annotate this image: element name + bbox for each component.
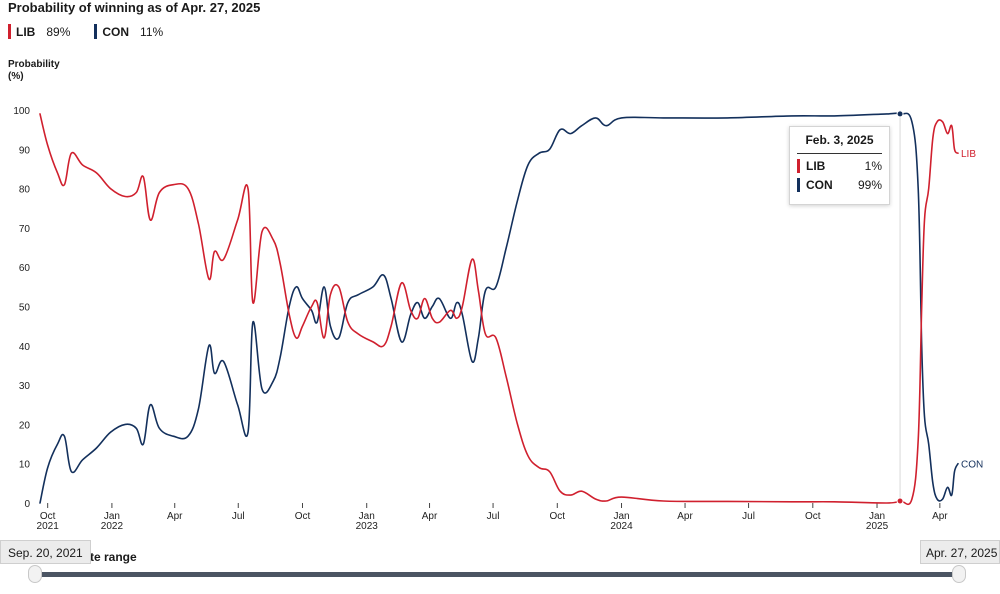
date-range-fill <box>36 572 961 577</box>
y-tick-label-60: 60 <box>19 263 31 274</box>
x-tick-year-13: 2025 <box>866 521 889 532</box>
y-tick-label-0: 0 <box>24 499 30 510</box>
series-line-con <box>39 112 959 504</box>
x-tick-year-9: 2024 <box>610 521 633 532</box>
tooltip-name-con: CON <box>806 178 833 192</box>
x-tick-label-10: Apr <box>677 511 693 522</box>
legend-value-con: 11% <box>140 24 164 39</box>
x-tick-label-3: Jul <box>232 511 245 522</box>
y-axis: 0 10 20 30 40 50 60 70 80 90 100 <box>13 106 30 510</box>
y-tick-label-70: 70 <box>19 224 31 235</box>
end-label-lib: LIB <box>961 149 976 160</box>
y-tick-label-50: 50 <box>19 303 31 314</box>
tooltip-row-lib: LIB 1% <box>797 159 882 173</box>
x-tick-label-1: Jan <box>104 511 120 522</box>
date-range-label: date range <box>76 550 137 564</box>
x-tick-label-4: Oct <box>295 511 311 522</box>
series-lines <box>39 112 959 506</box>
y-tick-label-90: 90 <box>19 145 31 156</box>
hover-marker-con <box>896 110 904 118</box>
x-tick-label-12: Oct <box>805 511 821 522</box>
x-tick-label-5: Jan <box>359 511 375 522</box>
y-axis-label: Probability (%) <box>8 59 78 83</box>
legend-swatch-lib <box>8 24 11 39</box>
tooltip-row-con: CON 99% <box>797 178 882 192</box>
series-line-lib <box>39 113 959 506</box>
range-end-date: Apr. 27, 2025 <box>920 540 1000 564</box>
x-tick-label-9: Jan <box>613 511 629 522</box>
legend-item-con: CON 11% <box>94 24 163 39</box>
x-tick-label-6: Apr <box>422 511 438 522</box>
hover-tooltip: Feb. 3, 2025 LIB 1% CON 99% <box>789 126 890 205</box>
legend-item-lib: LIB 89% <box>8 24 70 39</box>
x-tick-label-2: Apr <box>167 511 183 522</box>
y-axis-label-text: Probability (%) <box>8 59 60 82</box>
tooltip-swatch-con <box>797 178 800 192</box>
x-tick-label-14: Apr <box>932 511 948 522</box>
x-tick-label-7: Jul <box>487 511 500 522</box>
x-tick-label-11: Jul <box>742 511 755 522</box>
y-tick-label-30: 30 <box>19 381 31 392</box>
x-tick-year-0: 2021 <box>37 521 60 532</box>
y-tick-label-20: 20 <box>19 420 31 431</box>
y-tick-label-10: 10 <box>19 460 31 471</box>
hover-markers <box>896 110 904 505</box>
x-tick-label-13: Jan <box>869 511 885 522</box>
range-start-handle[interactable] <box>28 565 42 583</box>
x-tick-label-0: Oct <box>40 511 56 522</box>
range-end-handle[interactable] <box>952 565 966 583</box>
x-tick-year-5: 2023 <box>356 521 379 532</box>
legend-name-con: CON <box>102 24 130 39</box>
range-start-date: Sep. 20, 2021 <box>0 540 91 564</box>
y-tick-label-80: 80 <box>19 185 31 196</box>
tooltip-value-lib: 1% <box>864 159 882 173</box>
tooltip-value-con: 99% <box>857 178 882 192</box>
end-label-con: CON <box>961 460 983 471</box>
tooltip-date: Feb. 3, 2025 <box>797 133 882 154</box>
legend: LIB 89% CON 11% <box>8 24 163 39</box>
y-tick-label-100: 100 <box>13 106 30 117</box>
x-tick-year-1: 2022 <box>101 521 124 532</box>
y-tick-label-40: 40 <box>19 342 31 353</box>
tooltip-swatch-lib <box>797 159 800 173</box>
series-end-labels: CON LIB <box>961 149 983 470</box>
legend-name-lib: LIB <box>16 24 36 39</box>
tooltip-name-lib: LIB <box>806 159 826 173</box>
legend-swatch-con <box>94 24 98 39</box>
chart-title: Probability of winning as of Apr. 27, 20… <box>8 0 261 15</box>
legend-value-lib: 89% <box>46 24 71 39</box>
x-tick-label-8: Oct <box>550 511 566 522</box>
hover-marker-lib <box>896 497 904 505</box>
